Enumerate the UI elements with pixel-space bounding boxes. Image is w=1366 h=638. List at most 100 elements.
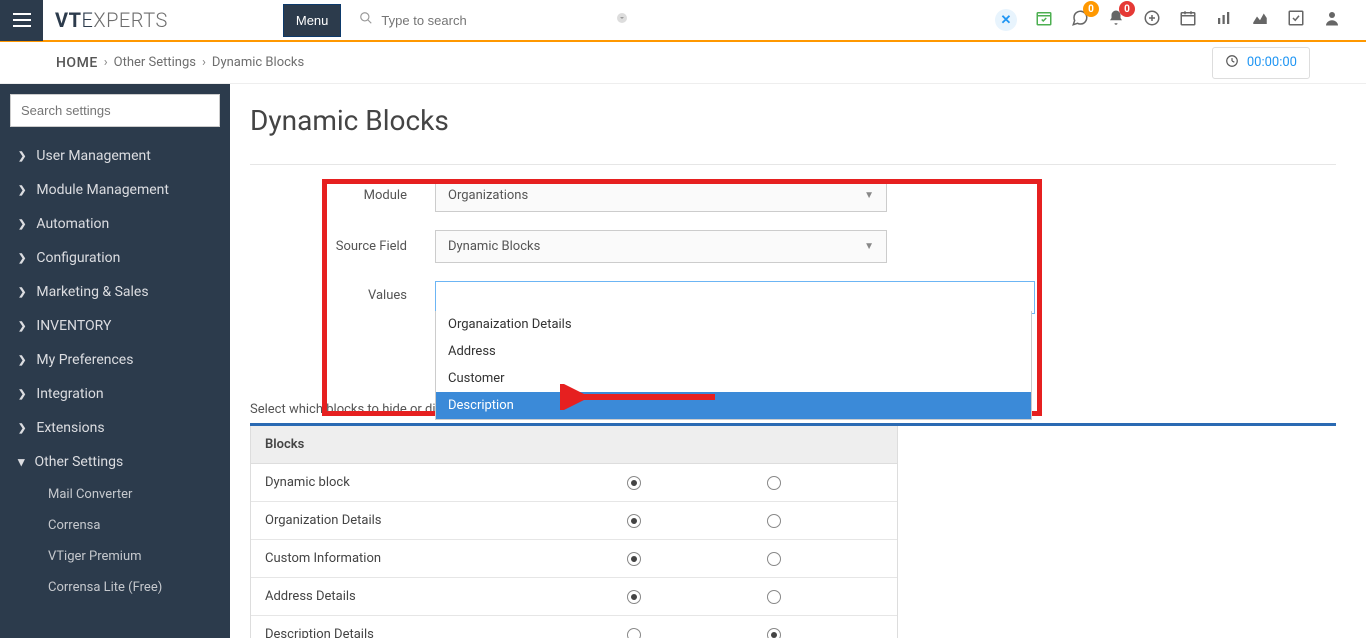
row-name: Custom Information (251, 551, 613, 566)
sidebar-item-label: Module Management (36, 182, 169, 198)
sidebar-item[interactable]: ❯ Integration (0, 377, 230, 411)
chevron-icon: ❯ (18, 151, 26, 162)
topbar-icons: ✕ 0 0 (995, 9, 1366, 31)
table-row: Dynamic block (251, 464, 897, 502)
bell-icon[interactable]: 0 (1107, 9, 1125, 31)
sidebar-item[interactable]: ❯User Management (0, 139, 230, 173)
logo-suffix: XPERTS (93, 8, 168, 32)
global-search-input[interactable] (351, 5, 636, 36)
sidebar-search (10, 94, 220, 127)
sidebar-subitem[interactable]: Mail Converter (0, 479, 230, 510)
sidebar-item[interactable]: ▾Other Settings (0, 445, 230, 479)
sidebar-item[interactable]: ❯ INVENTORY (0, 309, 230, 343)
radio-hide[interactable] (767, 552, 781, 566)
dropdown-option[interactable]: Address (436, 338, 1031, 365)
sidebar-item[interactable]: ❯My Preferences (0, 343, 230, 377)
form-block: Module Organizations ▼ Source Field Dyna… (250, 179, 1336, 638)
sidebar-item-label: Extensions (36, 420, 104, 436)
radio-show[interactable] (627, 628, 641, 638)
chevron-icon: ❯ (18, 287, 26, 298)
page-title: Dynamic Blocks (250, 104, 1336, 137)
chevron-icon: ❯ (18, 355, 26, 366)
timer[interactable]: 00:00:00 (1212, 47, 1310, 79)
area-chart-icon[interactable] (1251, 9, 1269, 31)
breadcrumb-row: HOME › Other Settings › Dynamic Blocks 0… (0, 42, 1366, 84)
calendar-icon[interactable] (1179, 9, 1197, 31)
sidebar-subitem[interactable]: VTiger Premium (0, 541, 230, 572)
breadcrumb: HOME › Other Settings › Dynamic Blocks (56, 55, 304, 71)
radio-hide[interactable] (767, 628, 781, 638)
user-icon[interactable] (1323, 9, 1341, 31)
hamburger-menu[interactable] (0, 0, 43, 41)
radio-show[interactable] (627, 514, 641, 528)
sidebar-item-label: Integration (36, 386, 103, 402)
dropdown-option[interactable]: Customer (436, 365, 1031, 392)
table-row: Address Details (251, 578, 897, 616)
checkbox-icon[interactable] (1287, 9, 1305, 31)
table-row: Description Details (251, 616, 897, 638)
chevron-icon: ▾ (18, 455, 25, 470)
chevron-icon: ❯ (18, 321, 26, 332)
row-name: Address Details (251, 589, 613, 604)
table-row: Organization Details (251, 502, 897, 540)
source-select[interactable]: Dynamic Blocks ▼ (435, 230, 887, 263)
sidebar: ❯User Management❯Module Management❯Autom… (0, 84, 230, 638)
radio-show[interactable] (627, 552, 641, 566)
values-label: Values (250, 281, 435, 303)
search-icon (359, 11, 373, 29)
sidebar-item[interactable]: ❯ Marketing & Sales (0, 275, 230, 309)
radio-hide[interactable] (767, 590, 781, 604)
calendar-check-icon[interactable] (1035, 9, 1053, 31)
breadcrumb-item-1[interactable]: Other Settings (114, 55, 196, 70)
breadcrumb-home[interactable]: HOME (56, 55, 98, 71)
table-row: Custom Information (251, 540, 897, 578)
module-select-value: Organizations (448, 188, 528, 203)
chat-badge: 0 (1083, 1, 1099, 17)
module-label: Module (250, 188, 435, 203)
sidebar-item-label: Configuration (36, 250, 120, 266)
global-search[interactable] (351, 5, 636, 36)
dropdown-option[interactable]: Description (436, 392, 1031, 419)
topbar: VTEXPERTS Menu ✕ 0 0 (0, 0, 1366, 42)
chevron-icon: ❯ (18, 185, 26, 196)
chevron-right-icon: › (202, 55, 206, 70)
sidebar-subitem[interactable]: Corrensa Lite (Free) (0, 572, 230, 603)
sidebar-item[interactable]: ❯ Extensions (0, 411, 230, 445)
app-icon[interactable]: ✕ (995, 9, 1017, 31)
chevron-icon: ❯ (18, 423, 26, 434)
row-name: Dynamic block (251, 475, 613, 490)
radio-hide[interactable] (767, 514, 781, 528)
bar-chart-icon[interactable] (1215, 9, 1233, 31)
radio-show[interactable] (627, 476, 641, 490)
sidebar-item-label: Marketing & Sales (36, 284, 148, 300)
sidebar-item-label: INVENTORY (36, 318, 111, 334)
chevron-down-icon: ▼ (864, 190, 874, 201)
breadcrumb-item-2: Dynamic Blocks (212, 55, 304, 70)
blocks-table: Blocks Dynamic block Organization Detail… (250, 426, 898, 638)
chevron-icon: ❯ (18, 389, 26, 400)
chat-icon[interactable]: 0 (1071, 9, 1089, 31)
chevron-icon: ❯ (18, 253, 26, 264)
plus-icon[interactable] (1143, 9, 1161, 31)
radio-show[interactable] (627, 590, 641, 604)
sidebar-item[interactable]: ❯ Configuration (0, 241, 230, 275)
source-label: Source Field (250, 239, 435, 254)
values-input[interactable] (435, 281, 1035, 314)
logo[interactable]: VTEXPERTS (55, 8, 168, 32)
search-dropdown-icon[interactable] (616, 12, 628, 28)
sidebar-search-input[interactable] (10, 94, 220, 127)
radio-hide[interactable] (767, 476, 781, 490)
chevron-down-icon: ▼ (864, 241, 874, 252)
timer-value: 00:00:00 (1247, 55, 1297, 70)
main: ❯User Management❯Module Management❯Autom… (0, 84, 1366, 638)
chevron-right-icon: › (104, 55, 108, 70)
content: Dynamic Blocks Module Organizations ▼ So… (230, 84, 1366, 638)
menu-button[interactable]: Menu (283, 4, 342, 37)
logo-mid: E (81, 8, 93, 32)
dropdown-option[interactable]: Organaization Details (436, 311, 1031, 338)
sidebar-item[interactable]: ❯ Module Management (0, 173, 230, 207)
sidebar-item-label: Automation (36, 216, 109, 232)
sidebar-item[interactable]: ❯Automation (0, 207, 230, 241)
sidebar-subitem[interactable]: Corrensa (0, 510, 230, 541)
module-select[interactable]: Organizations ▼ (435, 179, 887, 212)
